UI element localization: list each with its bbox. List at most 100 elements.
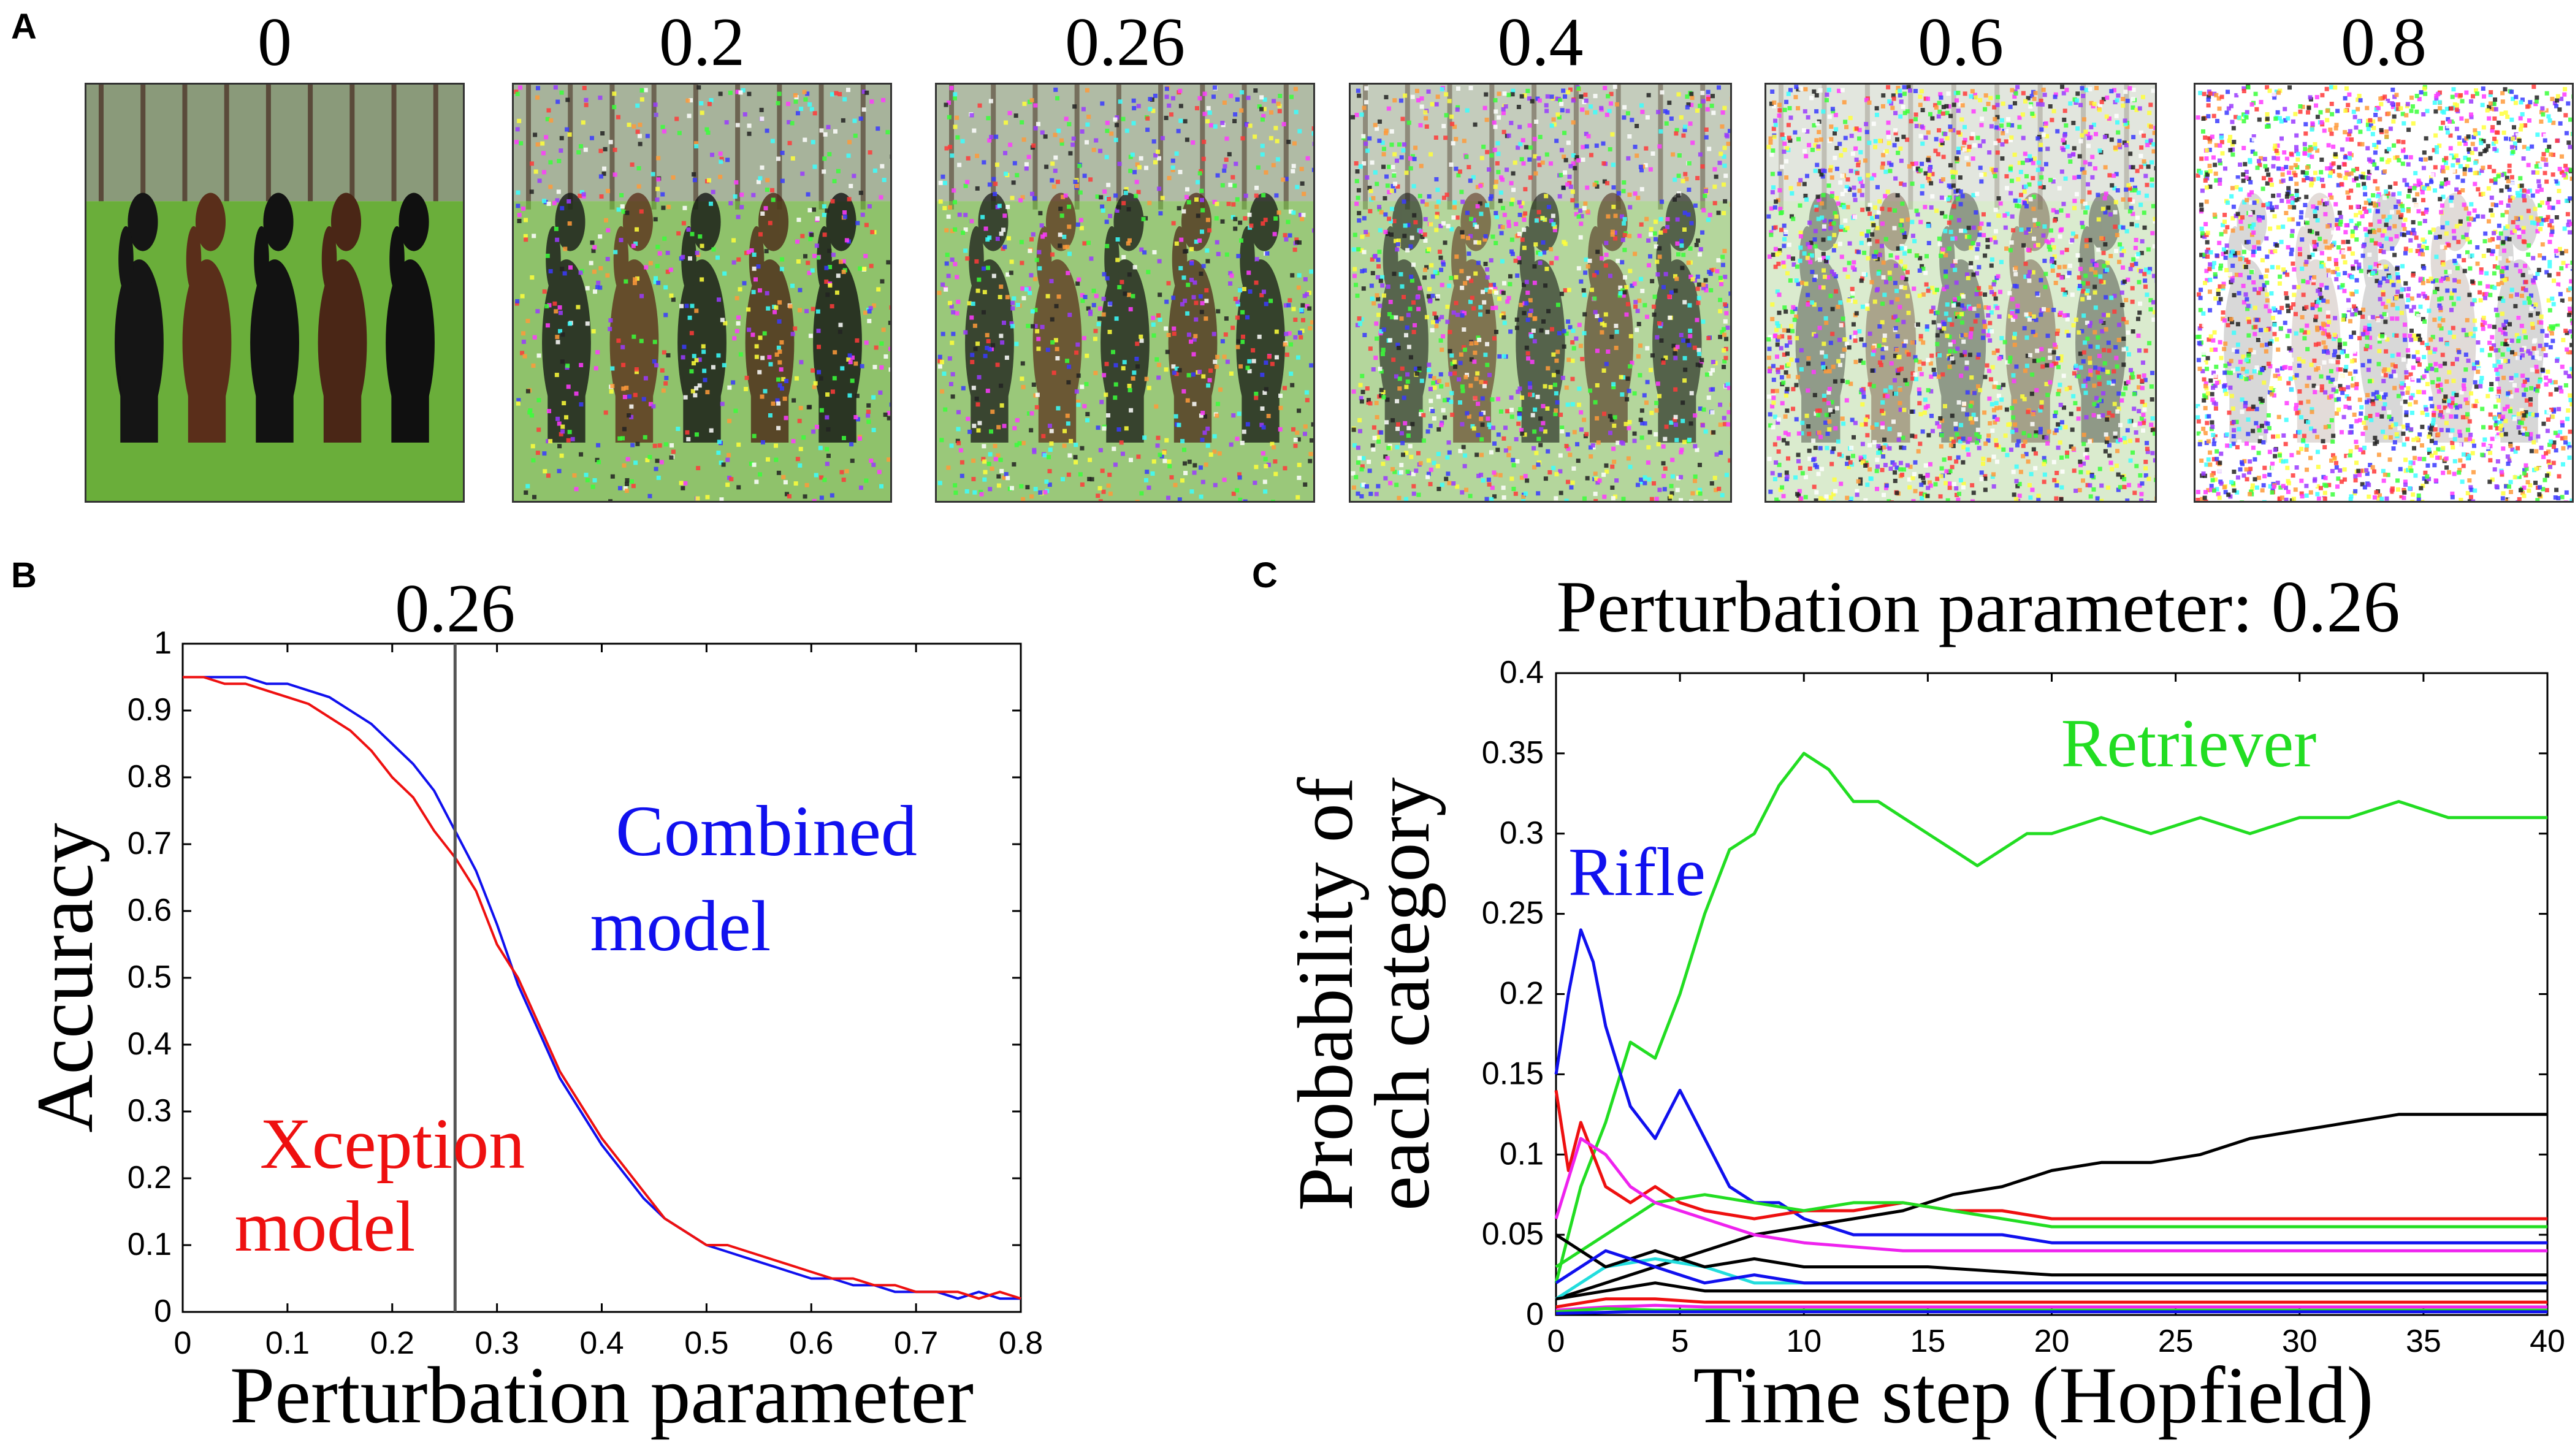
dog-figure	[250, 192, 299, 443]
y-tick-label: 0.3	[128, 1093, 172, 1129]
x-tick-label: 0.4	[579, 1325, 624, 1361]
dog-figure	[1865, 192, 1917, 443]
dog-figure	[182, 192, 232, 443]
y-axis-label: Probability of	[1282, 777, 1369, 1211]
x-tick-label: 0.7	[894, 1325, 938, 1361]
series-line-11	[1555, 1303, 2547, 1312]
tree-trunk	[308, 85, 313, 210]
series-line-8	[1555, 1249, 2547, 1285]
tree-trunk	[1779, 85, 1783, 210]
series-line-4	[1555, 1193, 2547, 1268]
y-tick-label: 0.3	[1500, 815, 1544, 851]
series-line-rifle	[1554, 928, 2547, 1244]
thumbnail-image	[1349, 83, 1732, 503]
y-tick-label: 0	[154, 1294, 172, 1329]
chart-title: Perturbation parameter: 0.26	[1556, 566, 2400, 647]
x-tick-label: 15	[1910, 1324, 1945, 1359]
x-tick-label: 5	[1671, 1324, 1689, 1359]
tree-trunk	[1074, 85, 1080, 210]
series-line-3	[1554, 1090, 2547, 1221]
panel-letter-a: A	[11, 7, 37, 47]
series-line-7	[1555, 1233, 2547, 1277]
dog-figure	[1652, 192, 1702, 443]
trees-background	[1351, 85, 1730, 202]
dog-figure	[115, 192, 164, 443]
tree-trunk	[265, 85, 271, 210]
y-tick-label: 0.15	[1482, 1056, 1544, 1091]
tree-trunk	[991, 85, 996, 210]
y-tick-label: 0.05	[1482, 1216, 1544, 1252]
tree-trunk	[1489, 85, 1495, 210]
panel-letter-c: C	[1252, 555, 1278, 595]
series-line-xception-model	[183, 676, 1021, 1300]
series-line-2	[1555, 1113, 2547, 1301]
dog-figure	[386, 192, 435, 443]
thumbnail-image	[1764, 83, 2157, 503]
dog-figure	[318, 192, 367, 443]
tree-trunk	[433, 85, 438, 210]
y-tick-label: 0.9	[128, 692, 172, 728]
dog-figure	[677, 192, 727, 443]
x-tick-label: 40	[2530, 1324, 2565, 1359]
y-axis-label: each category	[1359, 777, 1446, 1211]
noise-overlay	[514, 85, 890, 501]
y-tick-label: 0.4	[128, 1026, 172, 1062]
x-tick-label: 30	[2282, 1324, 2318, 1359]
y-tick-label: 0.1	[1500, 1136, 1544, 1172]
tree-trunk	[1158, 85, 1164, 210]
x-axis-label: Perturbation parameter	[230, 1350, 974, 1440]
thumbnail-label: 0	[258, 4, 292, 80]
tree-trunk	[568, 85, 573, 210]
tree-trunk	[1951, 85, 1956, 210]
tree-trunk	[1116, 85, 1121, 210]
annotation-xception-model: Xception	[260, 1103, 525, 1184]
dog-figure	[813, 192, 862, 443]
x-tick-label: 0.6	[789, 1325, 833, 1361]
y-tick-label: 0.1	[128, 1227, 172, 1262]
x-tick-label: 0.3	[475, 1325, 519, 1361]
y-tick-label: 1	[154, 625, 172, 661]
thumbnail-image	[2194, 83, 2574, 503]
annotation-combined-model: Combined	[616, 791, 917, 871]
tree-trunk	[349, 85, 355, 210]
tree-trunk	[609, 85, 615, 210]
tree-trunk	[1405, 85, 1410, 210]
noise-overlay	[1351, 85, 1730, 501]
series-line-13	[1555, 1310, 2547, 1315]
noise-overlay	[1766, 85, 2155, 501]
tree-trunk	[224, 85, 229, 210]
x-axis-label: Time step (Hopfield)	[1693, 1350, 2374, 1440]
x-tick-label: 0.8	[999, 1325, 1043, 1361]
tree-trunk	[182, 85, 188, 210]
tree-trunk	[1447, 85, 1452, 210]
y-tick-label: 0.6	[128, 893, 172, 928]
chart-title: 0.26	[395, 571, 515, 647]
tree-trunk	[1242, 85, 1247, 210]
annotation-retriever: Retriever	[2061, 706, 2317, 782]
tree-trunk	[1616, 85, 1621, 210]
tree-trunk	[1822, 85, 1827, 210]
tree-trunk	[99, 85, 104, 210]
tree-trunk	[140, 85, 146, 210]
tree-trunk	[1200, 85, 1205, 210]
y-axis-label: Accuracy	[20, 823, 110, 1133]
thumbnail-label: 0.2	[659, 4, 745, 80]
thumbnail-image	[935, 83, 1315, 503]
y-tick-label: 0.8	[128, 759, 172, 795]
tree-trunk	[391, 85, 397, 210]
panel-letter-b: B	[11, 555, 37, 595]
tree-trunk	[1700, 85, 1706, 210]
tree-trunk	[1994, 85, 2000, 210]
series-line-10	[1555, 1297, 2547, 1309]
y-tick-label: 0.4	[1500, 655, 1544, 690]
tree-trunk	[1864, 85, 1870, 210]
tree-trunk	[651, 85, 657, 210]
tree-trunk	[735, 85, 741, 210]
x-tick-label: 0	[174, 1325, 192, 1361]
series-line-9	[1555, 1281, 2547, 1301]
x-tick-label: 25	[2158, 1324, 2194, 1359]
tree-trunk	[1532, 85, 1537, 210]
x-tick-label: 0.1	[265, 1325, 310, 1361]
series-line-12	[1555, 1307, 2547, 1314]
noise-overlay	[937, 85, 1313, 501]
